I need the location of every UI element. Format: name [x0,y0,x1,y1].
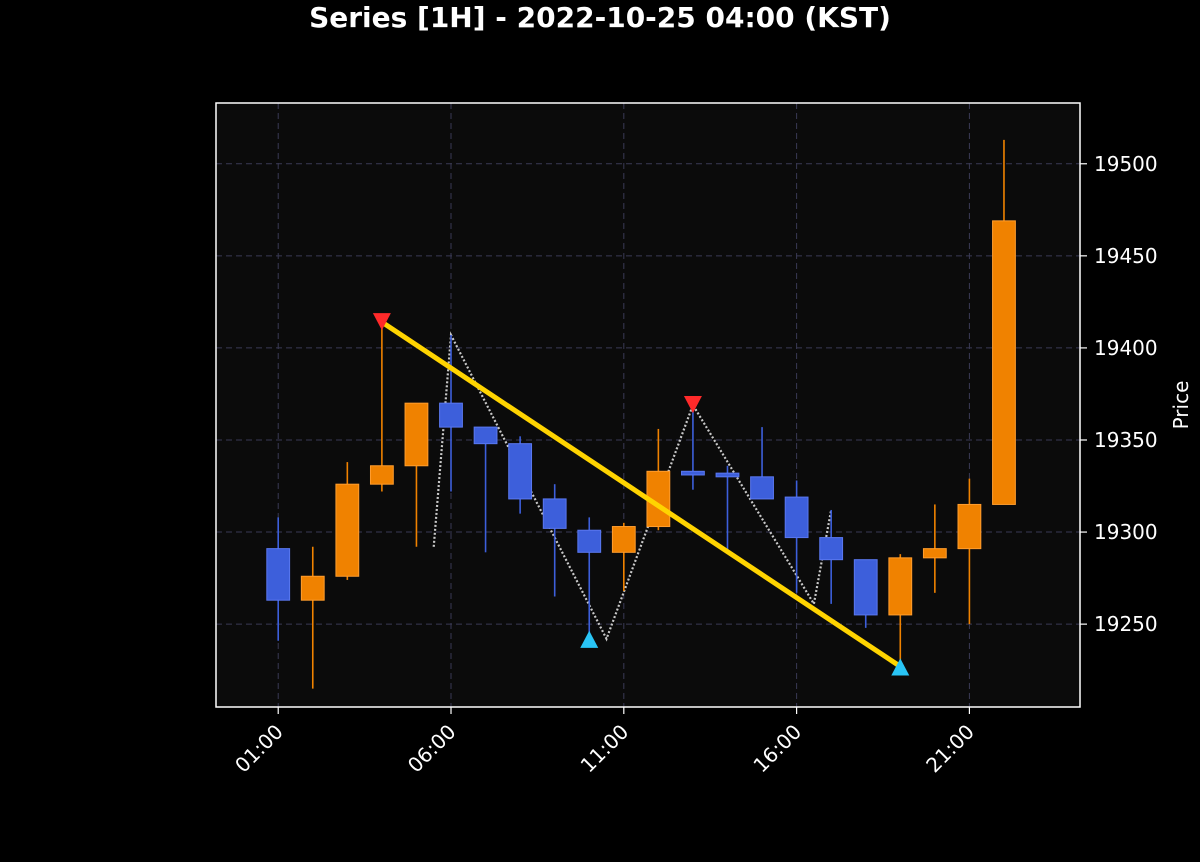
y-tick-label: 19300 [1094,520,1158,544]
trend-layer [379,319,903,669]
zigzag-layer [432,331,833,642]
y-tick-label: 19450 [1094,244,1158,268]
candle-body [611,526,636,553]
zigzag-line [432,331,833,642]
candle-body [404,402,429,467]
candles [266,139,1016,689]
candle-body [439,402,463,428]
trough-marker [580,630,599,648]
candle-body [681,470,705,476]
candle-body [992,220,1016,505]
candle-body [715,472,740,478]
candle-body [300,575,325,601]
x-tick-label: 06:00 [403,720,461,778]
y-tick-label: 19350 [1094,428,1158,452]
candle-body [473,426,498,445]
chart-title: Series [1H] - 2022-10-25 04:00 (KST) [309,1,891,34]
candle-body [819,537,844,561]
candle-body [335,483,360,577]
y-axis-label: Price [1169,381,1193,430]
peak-marker [372,313,391,331]
candle-body [957,503,982,550]
markers [372,313,910,676]
x-tick-label: 01:00 [230,720,288,778]
x-tick-label: 16:00 [748,720,806,778]
plot-frame [215,102,1081,708]
candle-body [784,496,809,539]
plot-area [216,103,1080,707]
candle-body [888,557,913,616]
candle-body [922,548,947,559]
x-tick-label: 21:00 [921,720,979,778]
candle-body [577,529,602,553]
candle-body [750,476,774,500]
candle-body [266,548,291,601]
y-tick-label: 19500 [1094,152,1158,176]
trough-marker [891,658,910,676]
y-tick-label: 19250 [1094,612,1158,636]
candle-body [853,559,878,616]
candle-body [542,498,567,529]
candle-body [369,465,394,485]
x-tick-label: 11:00 [576,720,634,778]
candle-body [508,443,533,500]
trend-line [379,319,903,669]
peak-marker [683,396,702,414]
y-tick-label: 19400 [1094,336,1158,360]
